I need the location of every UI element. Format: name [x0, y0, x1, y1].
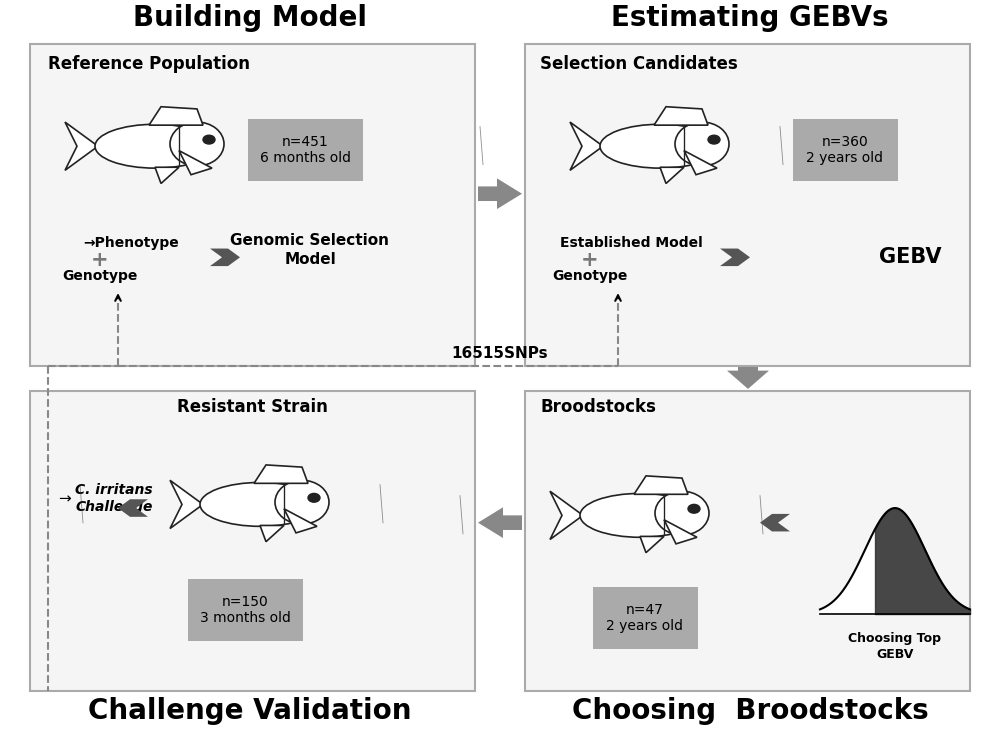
Text: n=150
3 months old: n=150 3 months old	[200, 595, 290, 626]
Ellipse shape	[675, 122, 729, 166]
FancyBboxPatch shape	[525, 44, 970, 366]
Polygon shape	[550, 491, 583, 539]
FancyBboxPatch shape	[30, 391, 475, 691]
Polygon shape	[254, 465, 308, 483]
Text: n=360
2 years old: n=360 2 years old	[806, 135, 884, 165]
Polygon shape	[179, 151, 212, 175]
Ellipse shape	[275, 480, 329, 524]
Text: →Phenotype: →Phenotype	[83, 235, 179, 250]
Polygon shape	[118, 499, 148, 517]
Text: Building Model: Building Model	[133, 4, 367, 32]
Ellipse shape	[170, 122, 224, 166]
Polygon shape	[660, 167, 684, 183]
Text: Established Model: Established Model	[560, 235, 703, 250]
Ellipse shape	[200, 482, 320, 526]
Text: Genotype: Genotype	[62, 269, 138, 284]
Polygon shape	[149, 107, 203, 125]
Polygon shape	[170, 480, 203, 529]
Polygon shape	[760, 514, 790, 531]
FancyBboxPatch shape	[792, 119, 898, 181]
Ellipse shape	[655, 491, 709, 535]
Polygon shape	[720, 249, 750, 266]
Text: Estimating GEBVs: Estimating GEBVs	[611, 4, 889, 32]
Text: Broodstocks: Broodstocks	[540, 398, 656, 417]
Text: +: +	[581, 249, 599, 270]
Text: Choosing  Broodstocks: Choosing Broodstocks	[572, 697, 928, 725]
Polygon shape	[664, 520, 697, 544]
Polygon shape	[155, 167, 179, 183]
Circle shape	[708, 135, 720, 144]
Circle shape	[688, 504, 700, 513]
Polygon shape	[65, 122, 98, 170]
Text: Resistant Strain: Resistant Strain	[177, 398, 327, 417]
Text: 16515SNPs: 16515SNPs	[452, 346, 548, 361]
Polygon shape	[640, 537, 664, 553]
Polygon shape	[654, 107, 708, 125]
Polygon shape	[478, 507, 522, 538]
FancyBboxPatch shape	[30, 44, 475, 366]
Text: GEBV: GEBV	[879, 247, 941, 268]
FancyBboxPatch shape	[525, 391, 970, 691]
Polygon shape	[570, 122, 603, 170]
Text: n=451
6 months old: n=451 6 months old	[260, 135, 351, 165]
Circle shape	[203, 135, 215, 144]
Text: →: →	[58, 491, 71, 506]
Polygon shape	[634, 476, 688, 494]
FancyBboxPatch shape	[188, 579, 302, 642]
Ellipse shape	[580, 493, 700, 537]
Polygon shape	[478, 178, 522, 209]
Polygon shape	[727, 367, 769, 389]
Ellipse shape	[95, 124, 215, 168]
Text: C. irritans
Challenge: C. irritans Challenge	[75, 483, 153, 514]
Text: n=47
2 years old: n=47 2 years old	[606, 602, 684, 633]
Text: +: +	[91, 249, 109, 270]
Text: Reference Population: Reference Population	[48, 55, 250, 73]
Ellipse shape	[600, 124, 720, 168]
Polygon shape	[260, 526, 284, 542]
Text: Selection Candidates: Selection Candidates	[540, 55, 738, 73]
Polygon shape	[210, 249, 240, 266]
FancyBboxPatch shape	[248, 119, 362, 181]
Text: Choosing Top
GEBV: Choosing Top GEBV	[848, 632, 942, 662]
Text: Challenge Validation: Challenge Validation	[88, 697, 412, 725]
Polygon shape	[684, 151, 717, 175]
Polygon shape	[284, 509, 317, 533]
Circle shape	[308, 493, 320, 502]
Text: Genomic Selection
Model: Genomic Selection Model	[230, 232, 390, 268]
Text: Genotype: Genotype	[552, 269, 628, 284]
FancyBboxPatch shape	[592, 586, 698, 649]
